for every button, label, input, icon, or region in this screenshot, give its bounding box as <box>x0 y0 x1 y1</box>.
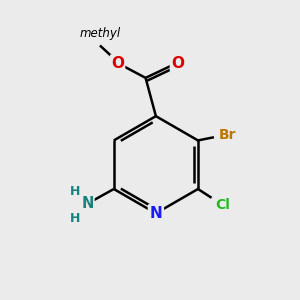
Text: N: N <box>149 206 162 221</box>
Text: O: O <box>171 56 184 70</box>
Text: H: H <box>70 212 81 225</box>
Text: methyl: methyl <box>80 27 121 40</box>
Text: Cl: Cl <box>216 198 230 212</box>
Text: N: N <box>81 196 94 211</box>
Text: O: O <box>111 56 124 70</box>
Text: Br: Br <box>219 128 236 142</box>
Text: H: H <box>70 185 81 199</box>
